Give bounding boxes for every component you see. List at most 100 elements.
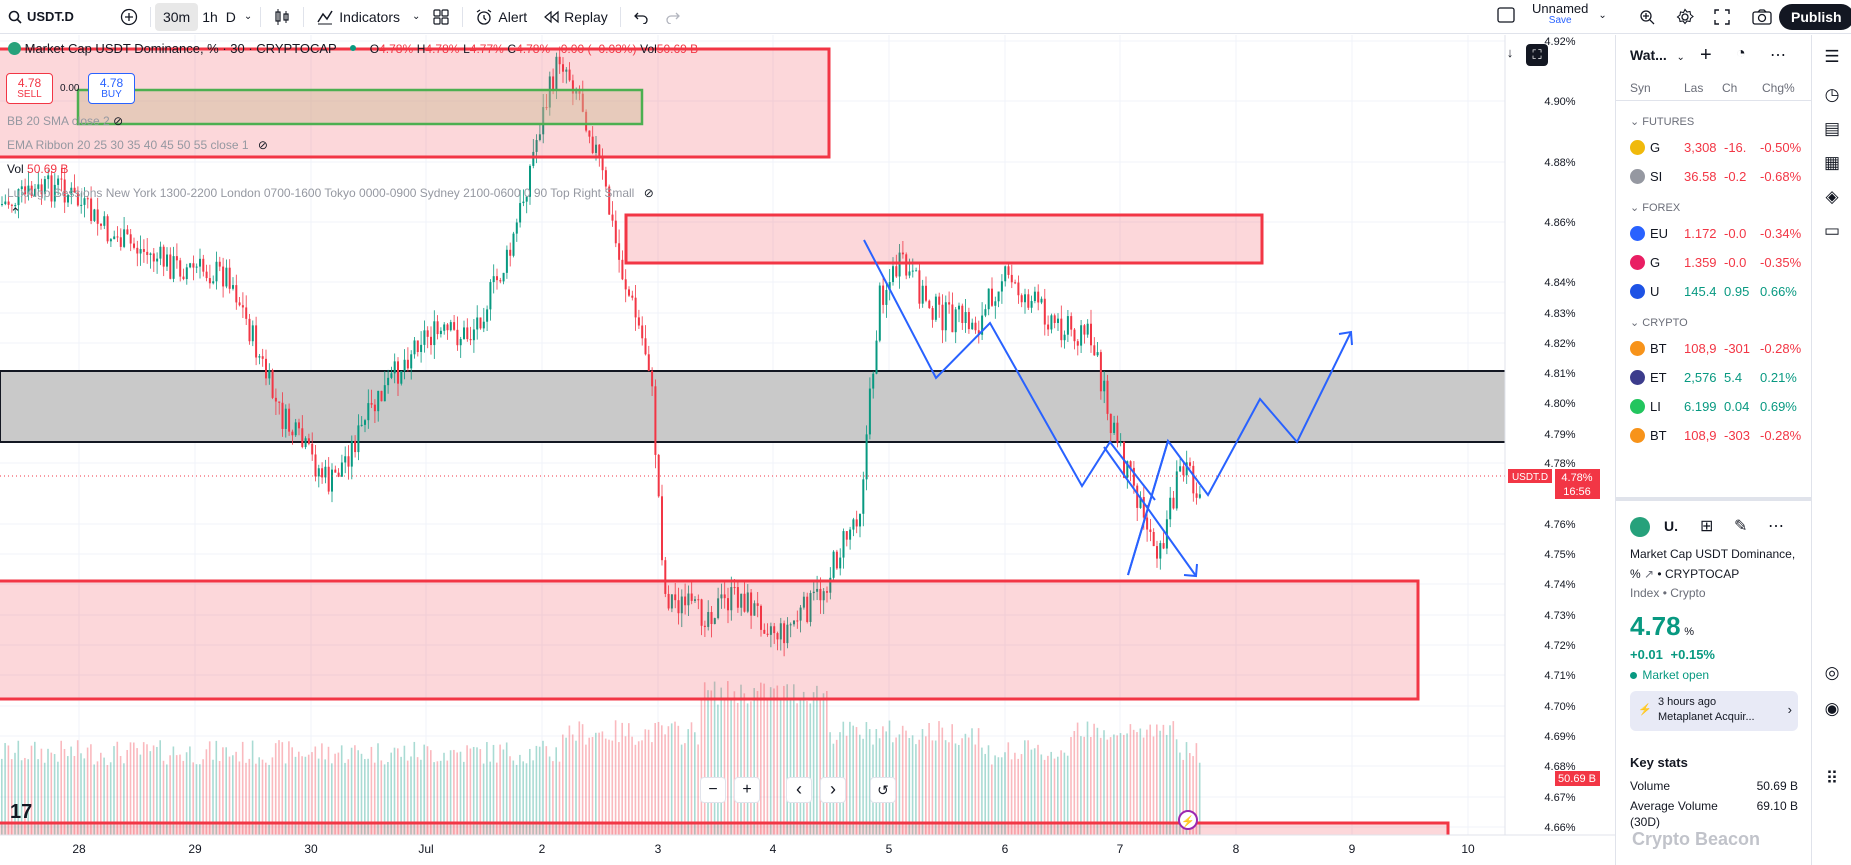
watchlist-row[interactable]: SI 36.58 -0.2 -0.68% (1616, 162, 1812, 191)
volume-bar (621, 722, 623, 835)
target-icon[interactable]: ◉ (1824, 699, 1840, 718)
undo-button[interactable] (625, 3, 657, 31)
projection-arrowhead (1183, 563, 1198, 578)
candle-body (1106, 380, 1109, 414)
maximize-button[interactable]: ⛶ (1526, 44, 1548, 66)
scroll-down-button[interactable]: ↓ (1506, 45, 1514, 60)
fullscreen-button[interactable] (1706, 3, 1738, 31)
candle-body (1086, 323, 1089, 335)
eye-off-icon[interactable]: ⊘ (113, 114, 124, 128)
eye-off-icon[interactable]: ⊘ (257, 138, 268, 152)
watchlist-row[interactable]: EU 1.172 -0.0 -0.34% (1616, 219, 1812, 248)
details-short-name[interactable]: U. (1664, 518, 1678, 534)
speedometer-icon[interactable]: ◎ (1824, 663, 1840, 682)
indicator-ema[interactable]: EMA Ribbon 20 25 30 35 40 45 50 55 close… (7, 138, 268, 152)
green-zone[interactable] (76, 88, 644, 126)
candle-body (278, 401, 281, 403)
indicators-button[interactable]: Indicators (308, 3, 408, 31)
scroll-right-button[interactable]: › (820, 777, 846, 803)
grid-icon[interactable]: ⊞ (1700, 518, 1714, 535)
lightning-glyph: ⚡ (1181, 815, 1195, 828)
watchlist-title[interactable]: Wat... (1630, 47, 1667, 63)
indicators-dropdown[interactable]: ⌄ (408, 3, 424, 31)
watchlist-row[interactable]: ET 2,576 5.4 0.21% (1616, 363, 1812, 392)
watchlist-row[interactable]: BT 108,9 -303 -0.28% (1616, 421, 1812, 450)
price-chart[interactable]: 4.92% 4.90% 4.88% 4.86% 4.84% 4.83% 4.82% 4.81%… (0, 35, 1615, 865)
projection-path-3[interactable] (1103, 446, 1197, 577)
watchlist-row[interactable]: G 1.359 -0.0 -0.35% (1616, 248, 1812, 277)
edit-icon[interactable]: ✎ (1734, 518, 1748, 535)
interval-1h[interactable]: 1h (202, 8, 218, 25)
column-change-pct[interactable]: Chg% (1762, 81, 1795, 95)
sell-box[interactable]: 4.78 SELL (6, 73, 53, 104)
chat-icon[interactable]: ▭ (1823, 221, 1841, 240)
supply-zone[interactable] (624, 213, 1264, 265)
event-marker-icon[interactable] (1178, 810, 1198, 830)
chart-area[interactable]: 4.92% 4.90% 4.88% 4.86% 4.84% 4.83% 4.82% 4.81%… (0, 35, 1615, 865)
buy-box[interactable]: 4.78 BUY (88, 73, 135, 104)
indicator-vol[interactable]: Vol 50.69 B (7, 162, 68, 176)
layout-save[interactable]: Save (1548, 15, 1572, 26)
reset-chart-button[interactable]: ↺ (870, 777, 896, 803)
screenshot-button[interactable] (1744, 3, 1780, 31)
layers-icon[interactable]: ◈ (1825, 187, 1839, 206)
quick-search-button[interactable] (1630, 3, 1664, 31)
collapse-legend-icon[interactable]: ⌃ (10, 205, 21, 220)
candle-body (245, 307, 248, 319)
watchlist-icon[interactable]: ☰ (1824, 47, 1840, 66)
apps-icon[interactable]: ⠿ (1825, 769, 1839, 788)
ideas-icon[interactable]: ▤ (1823, 119, 1841, 138)
zoom-out-button[interactable]: − (700, 777, 726, 803)
watchlist-section-forex[interactable]: ⌄ FOREX (1630, 202, 1681, 214)
interval-30m[interactable]: 30m (154, 2, 199, 31)
price-axis[interactable]: 4.92% 4.90% 4.88% 4.86% 4.84% 4.83% 4.82% 4.81%… (1544, 36, 1575, 834)
watchlist-section-crypto[interactable]: ⌄ CRYPTO (1630, 317, 1688, 329)
replay-button[interactable]: Replay (535, 3, 616, 31)
gray-zone[interactable] (0, 370, 1521, 443)
watchlist-row[interactable]: BT 108,9 -301 -0.28% (1616, 334, 1812, 363)
countdown-tag: 16:56 (1563, 486, 1591, 498)
column-change[interactable]: Ch (1722, 81, 1738, 95)
candle-body (740, 593, 743, 608)
indicator-bb[interactable]: BB 20 SMA close 2 ⊘ (7, 114, 123, 128)
demand-zone[interactable] (0, 579, 1420, 701)
templates-button[interactable] (424, 3, 458, 31)
watchlist-row[interactable]: LI 6.199 0.04 0.69% (1616, 392, 1812, 421)
watchlist-row[interactable]: G 3,308 -16. -0.50% (1616, 133, 1812, 162)
top-left-zone[interactable] (0, 47, 831, 159)
time-axis-bg (0, 835, 1505, 865)
external-link-icon[interactable]: ↗ (1644, 567, 1655, 581)
publish-button[interactable]: Publish (1779, 4, 1851, 30)
column-last[interactable]: Las (1684, 81, 1704, 95)
scroll-left-button[interactable]: ‹ (786, 777, 812, 803)
alert-button[interactable]: Alert (467, 3, 535, 31)
compare-button[interactable] (112, 3, 146, 31)
interval-d[interactable]: D (225, 8, 236, 25)
alerts-clock-icon[interactable]: ◷ (1824, 85, 1840, 104)
projection-path-4[interactable] (1127, 440, 1169, 576)
more-icon[interactable]: ⋯ (1770, 47, 1786, 64)
legend-title[interactable]: Market Cap USDT Dominance, % · 30 · CRYP… (24, 41, 337, 56)
chart-pie-icon[interactable]: ◔ (1736, 45, 1746, 62)
redo-button[interactable] (657, 3, 689, 31)
add-symbol-icon[interactable]: + (1700, 44, 1712, 66)
symbol-search[interactable]: USDT.D (0, 3, 82, 31)
zoom-in-button[interactable]: + (734, 777, 760, 803)
eye-off-icon[interactable]: ⊘ (643, 186, 654, 200)
column-symbol[interactable]: Syn (1630, 81, 1651, 95)
time-axis[interactable]: 28 29 30 Jul 2 3 4 5 6 7 8 9 10 (72, 842, 1475, 856)
calendar-icon[interactable]: ▦ (1823, 153, 1841, 172)
chart-type-button[interactable] (265, 3, 299, 31)
chevron-down-icon[interactable]: ⌄ (1676, 52, 1685, 63)
watchlist-row[interactable]: U 145.4 0.95 0.66% (1616, 277, 1812, 306)
layout-menu[interactable]: Unnamed Save ⌄ (1496, 2, 1607, 27)
settings-button[interactable] (1668, 3, 1702, 31)
indicator-sessions[interactable]: LuxAlgo Sessions New York 1300-2200 Lond… (7, 186, 654, 200)
projection-path-1[interactable] (863, 239, 1156, 501)
details-exchange[interactable]: CRYPTOCAP (1664, 567, 1740, 581)
watchlist-section-futures[interactable]: ⌄ FUTURES (1630, 116, 1695, 128)
symbol-logo-icon (8, 42, 21, 55)
interval-dropdown[interactable]: ⌄ (240, 3, 256, 31)
more-icon[interactable]: ⋯ (1768, 518, 1784, 535)
news-card[interactable]: ⚡ 3 hours ago Metaplanet Acquir... › (1630, 691, 1798, 731)
